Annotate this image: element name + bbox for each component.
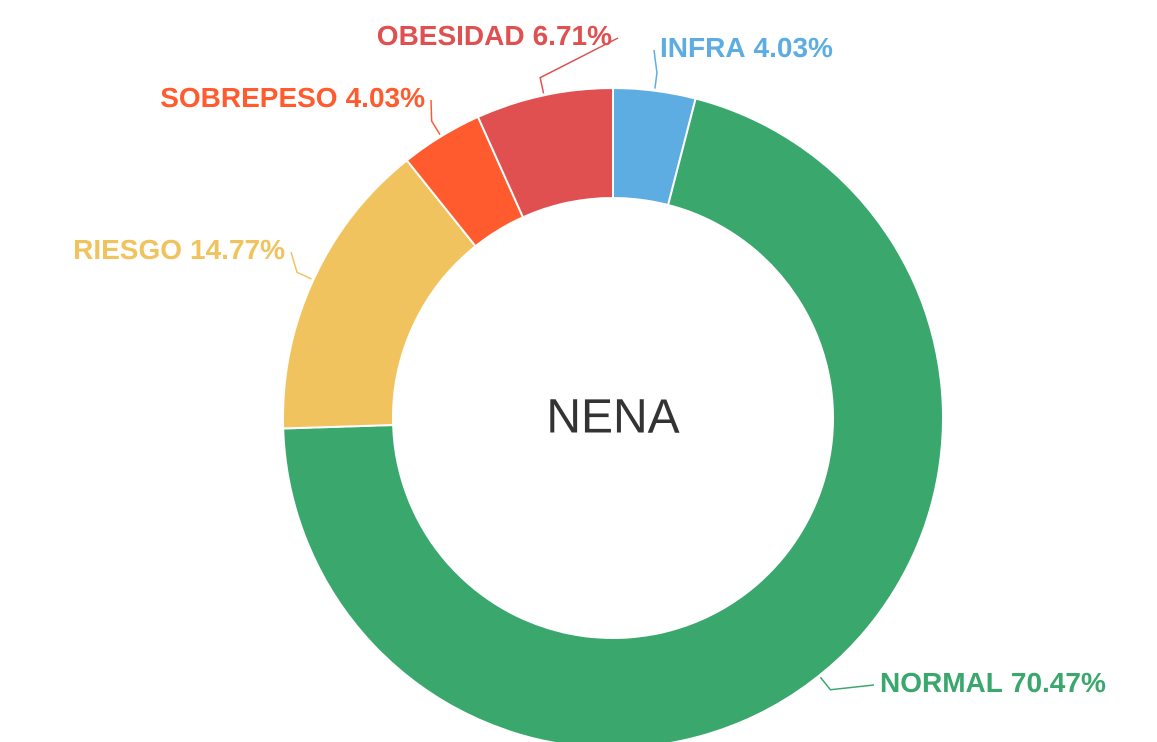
slice-label: INFRA 4.03% [660,32,833,63]
slice-name: RIESGO [73,234,182,265]
slice-name: NORMAL [880,667,1003,698]
donut-slice [282,97,944,742]
slice-name: INFRA [660,32,746,63]
slice-value: 6.71% [533,20,612,51]
leader-line [290,251,312,280]
slice-value: 4.03% [754,32,833,63]
slice-name: OBESIDAD [377,20,525,51]
slice-name: SOBREPESO [160,82,337,113]
donut-slice [476,86,614,219]
slice-value: 14.77% [190,234,285,265]
slice-value: 70.47% [1011,667,1106,698]
slice-label: RIESGO 14.77% [73,234,285,265]
slice-label: OBESIDAD 6.71% [377,20,612,51]
slice-label: NORMAL 70.47% [880,667,1106,698]
leader-line [653,49,658,89]
leader-line [430,99,441,136]
slice-value: 4.03% [346,82,425,113]
leader-line [819,676,875,691]
center-title: NENA [546,391,679,444]
leader-line [539,37,619,94]
slice-label: SOBREPESO 4.03% [160,82,425,113]
